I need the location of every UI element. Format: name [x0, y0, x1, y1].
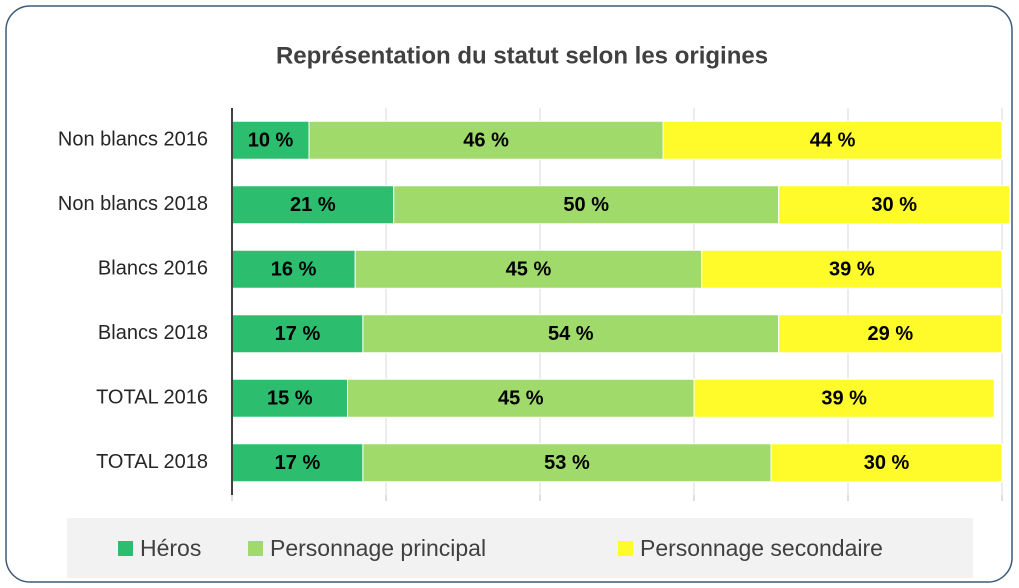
bar-segment — [231, 249, 356, 289]
bar-segment — [393, 185, 780, 225]
data-label: 17 % — [275, 452, 321, 474]
data-label: 45 % — [498, 388, 544, 410]
bar-segment — [347, 378, 695, 418]
bar-segment — [701, 249, 1003, 289]
y-tick-label: Blancs 2018 — [98, 322, 208, 344]
bar-segment — [693, 378, 995, 418]
data-label: 15 % — [267, 388, 313, 410]
data-label: 10 % — [248, 130, 294, 152]
bar-segment — [362, 443, 772, 483]
data-label: 46 % — [463, 130, 509, 152]
bar-segment — [231, 314, 364, 354]
bar-segment — [231, 185, 395, 225]
legend-label: Personnage principal — [270, 535, 486, 561]
frame — [5, 5, 1013, 583]
data-label: 30 % — [871, 194, 917, 216]
data-label: 16 % — [271, 259, 317, 281]
chart-title: Représentation du statut selon les origi… — [276, 42, 768, 69]
legend-label: Personnage secondaire — [640, 535, 883, 561]
bar-segment — [362, 314, 780, 354]
data-label: 30 % — [864, 452, 910, 474]
legend-swatch — [248, 541, 263, 556]
legend-box — [67, 518, 973, 578]
data-label: 50 % — [563, 194, 609, 216]
data-label: 21 % — [290, 194, 336, 216]
legend-label: Héros — [140, 535, 201, 561]
y-tick-label: Blancs 2016 — [98, 258, 208, 280]
bar-segment — [770, 443, 1003, 483]
data-label: 39 % — [821, 388, 867, 410]
bar-segment — [778, 314, 1003, 354]
bar-segment — [662, 120, 1003, 160]
data-label: 39 % — [829, 259, 875, 281]
y-tick-label: Non blancs 2018 — [58, 193, 208, 215]
y-tick-label: Non blancs 2016 — [58, 129, 208, 151]
data-label: 44 % — [810, 130, 856, 152]
bar-segment — [354, 249, 703, 289]
bar-segment — [778, 185, 1011, 225]
data-label: 29 % — [868, 323, 914, 345]
data-label: 17 % — [275, 323, 321, 345]
data-label: 45 % — [506, 259, 552, 281]
data-label: 53 % — [544, 452, 590, 474]
legend-swatch — [618, 541, 633, 556]
y-tick-label: TOTAL 2018 — [96, 451, 208, 473]
legend-swatch — [118, 541, 133, 556]
data-label: 54 % — [548, 323, 594, 345]
y-tick-label: TOTAL 2016 — [96, 387, 208, 409]
